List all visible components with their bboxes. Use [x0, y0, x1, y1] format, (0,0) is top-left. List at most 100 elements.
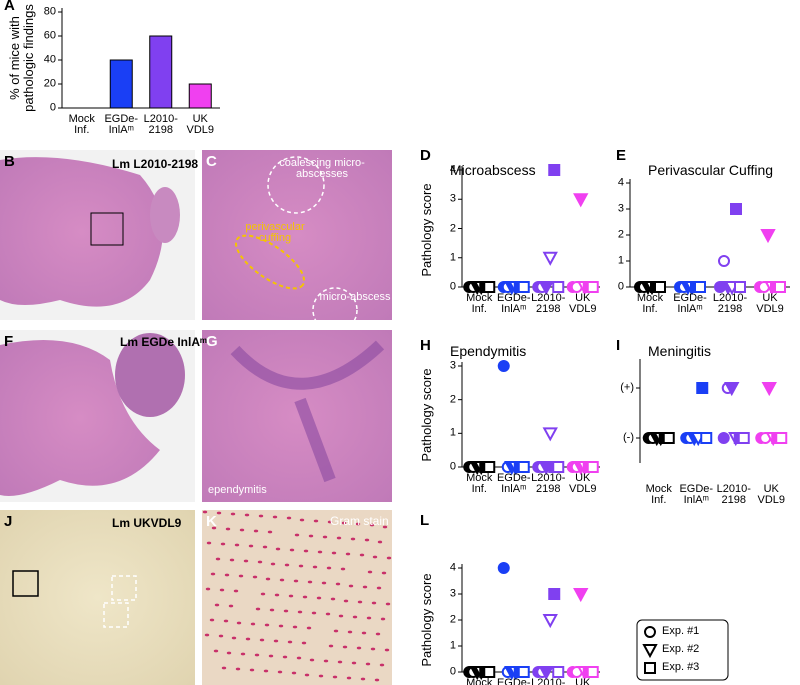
image-k [202, 510, 392, 685]
y-axis-label: Pathology score [419, 573, 434, 667]
cell [340, 567, 346, 571]
point [573, 588, 589, 603]
cell [345, 552, 351, 556]
y-tick-label: 3 [449, 587, 456, 600]
panel-label: E [616, 147, 627, 164]
cell [229, 558, 235, 562]
cell [335, 582, 341, 586]
cell [244, 513, 250, 517]
cell [327, 520, 333, 524]
point [483, 281, 496, 293]
cell [381, 571, 387, 575]
point [761, 382, 777, 397]
cell [341, 521, 347, 525]
point [734, 281, 746, 293]
point [696, 382, 709, 394]
point [644, 662, 656, 674]
y-tick-label: 80 [43, 5, 56, 18]
point [586, 281, 599, 293]
x-tick-label: EGDe- InlAᵐ [104, 113, 139, 136]
cell [255, 607, 261, 611]
chart-title: Microabscess [450, 162, 536, 178]
cell [371, 601, 377, 605]
x-tick-label: EGDe- InlAᵐ [673, 292, 707, 315]
cell [273, 639, 279, 643]
cell [316, 596, 322, 600]
cell [283, 609, 289, 613]
point [538, 666, 554, 681]
x-tick-label: Mock Inf. [645, 483, 672, 506]
tissue [0, 340, 160, 496]
cell [288, 594, 294, 598]
cell [264, 623, 270, 627]
cell [270, 562, 276, 566]
cell [374, 678, 380, 682]
cell [258, 514, 264, 518]
cell [257, 560, 263, 564]
panel-label: H [420, 337, 431, 354]
point [700, 432, 713, 444]
point [644, 626, 656, 638]
cell [303, 549, 309, 553]
image-j [0, 510, 195, 685]
cell [228, 604, 234, 608]
point [717, 432, 730, 444]
legend-frame [636, 619, 729, 681]
cell [359, 553, 365, 557]
cell [279, 578, 285, 582]
cell [380, 617, 386, 621]
cell [220, 542, 226, 546]
x-tick-label: EGDe- InlAᵐ [496, 472, 531, 495]
cell [235, 667, 241, 671]
cell [375, 632, 381, 636]
cell [308, 534, 314, 538]
panel-label: B [4, 153, 15, 170]
cell [204, 633, 210, 637]
y-tick-label: 1 [449, 639, 456, 652]
panel-label: A [4, 0, 15, 14]
cell [224, 573, 230, 577]
y-tick-label: 0 [449, 665, 456, 678]
y-tick-label: 20 [43, 77, 56, 90]
x-tick-label: UK VDL9 [575, 677, 591, 685]
cell [289, 548, 295, 552]
point [552, 281, 565, 293]
point [552, 461, 565, 473]
y-tick-label: 0 [617, 280, 624, 293]
cell [213, 649, 219, 653]
x-tick-label: UK VDL9 [568, 472, 597, 495]
point [662, 432, 675, 444]
x-tick-label: Mock Inf. [636, 292, 664, 315]
circle [267, 156, 325, 214]
y-tick-label: 0 [449, 460, 456, 473]
cell [214, 603, 220, 607]
cell [223, 619, 229, 623]
y-axis-label: Pathology score [419, 368, 434, 462]
panel-label: F [4, 333, 14, 350]
bar [149, 35, 173, 109]
image-annotation: Lm L2010-2198 [112, 157, 199, 171]
cell [291, 671, 297, 675]
cell [326, 566, 332, 570]
image-annotation: micro-abscess [319, 291, 391, 303]
cell [346, 676, 352, 680]
cell [221, 666, 227, 670]
cell [336, 536, 342, 540]
cell [225, 527, 231, 531]
panel-label: I [616, 337, 621, 354]
cell [307, 580, 313, 584]
legend-label: Exp. #3 [662, 661, 700, 673]
cell [369, 523, 375, 527]
cell [226, 651, 232, 655]
cell [236, 621, 242, 625]
cell [260, 592, 266, 596]
cell [379, 663, 385, 667]
y-tick-label: 3 [617, 202, 624, 215]
chart-title: Ependymitis [450, 343, 527, 359]
cell [253, 529, 259, 533]
cell [216, 511, 222, 515]
x-tick-label: UK VDL9 [757, 483, 786, 506]
cell [206, 541, 212, 545]
point [552, 666, 565, 678]
